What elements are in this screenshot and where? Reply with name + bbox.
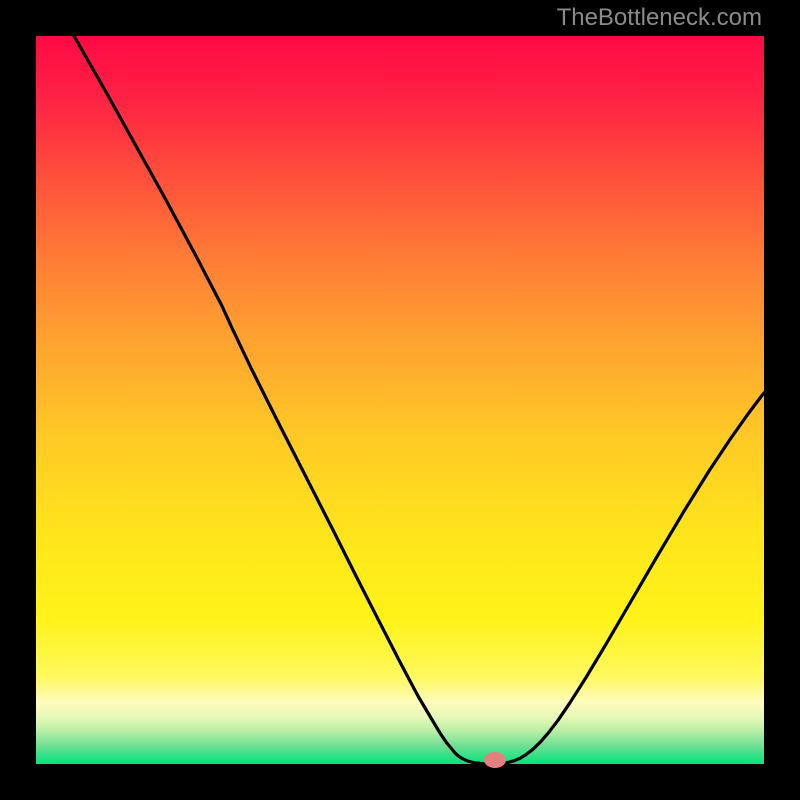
watermark-text: TheBottleneck.com (557, 4, 762, 32)
chart-frame: TheBottleneck.com (0, 0, 800, 800)
bottleneck-curve (36, 36, 764, 764)
plot-area (36, 36, 764, 764)
optimum-marker (484, 752, 506, 768)
